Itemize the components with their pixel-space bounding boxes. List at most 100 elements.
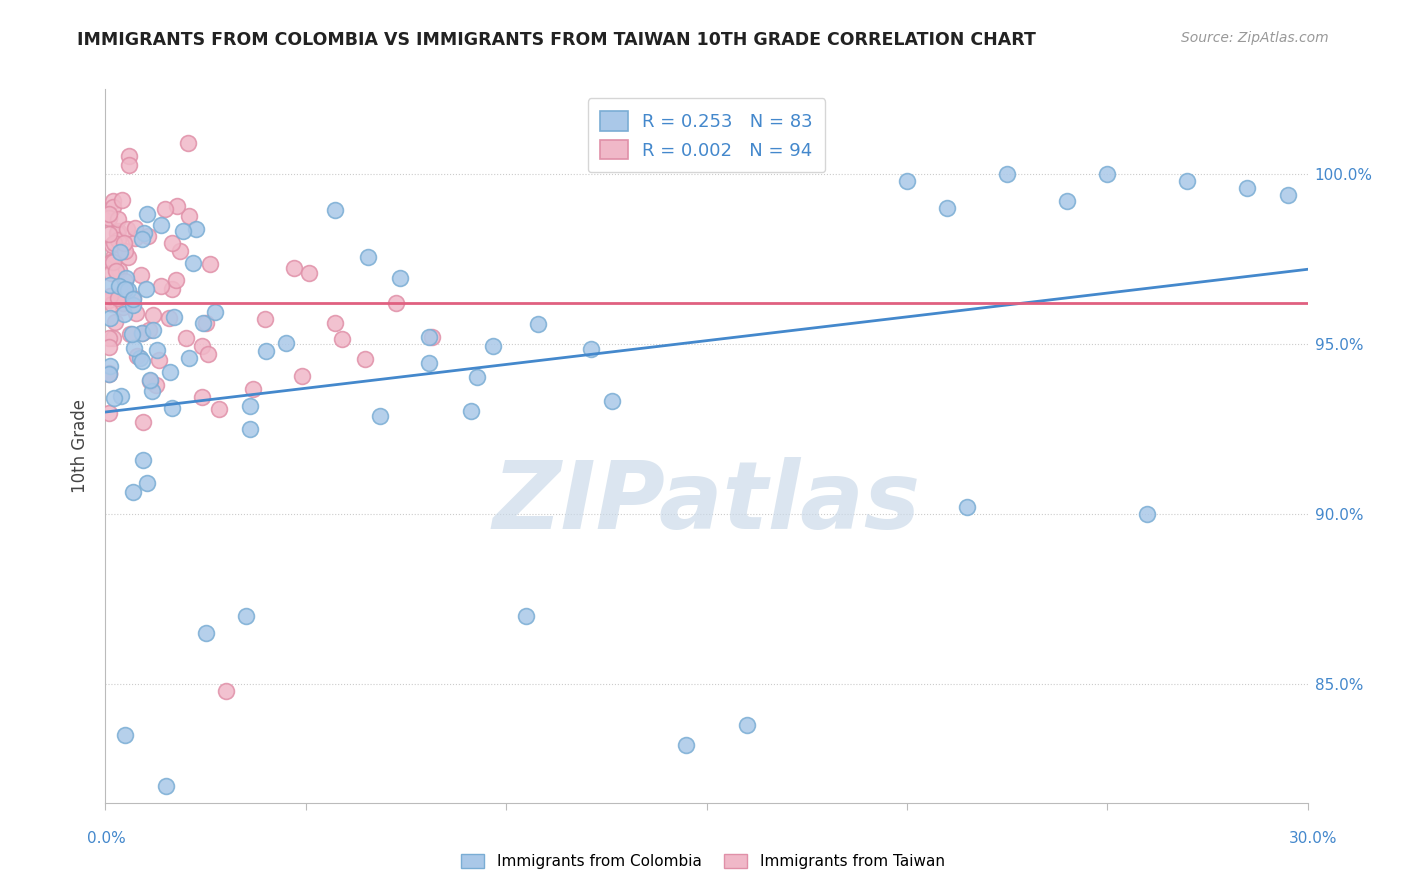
Point — [112, 301, 135, 315]
Point — [101, 331, 124, 345]
Point — [139, 373, 162, 387]
Point — [157, 311, 180, 326]
Point — [110, 389, 132, 403]
Point — [995, 167, 1018, 181]
Point — [193, 316, 215, 330]
Point — [118, 149, 141, 163]
Point — [460, 404, 482, 418]
Point — [254, 344, 277, 359]
Point — [112, 235, 135, 250]
Point — [527, 318, 550, 332]
Point — [112, 285, 135, 299]
Point — [1277, 187, 1299, 202]
Point — [142, 309, 165, 323]
Point — [121, 327, 143, 342]
Point — [174, 331, 197, 345]
Point — [298, 266, 321, 280]
Point — [197, 346, 219, 360]
Point — [579, 343, 602, 357]
Point — [353, 352, 375, 367]
Point — [125, 306, 148, 320]
Point — [111, 296, 134, 310]
Point — [127, 349, 149, 363]
Point — [274, 335, 297, 350]
Point — [936, 201, 959, 215]
Point — [114, 244, 136, 258]
Point — [160, 282, 183, 296]
Point — [418, 330, 440, 344]
Point — [183, 256, 205, 270]
Point — [142, 323, 165, 337]
Point — [101, 200, 124, 214]
Point — [190, 339, 212, 353]
Point — [110, 193, 132, 207]
Point — [198, 257, 221, 271]
Point — [124, 220, 146, 235]
Point — [323, 203, 346, 218]
Point — [136, 207, 159, 221]
Point — [1236, 180, 1258, 194]
Point — [291, 369, 314, 384]
Point — [330, 332, 353, 346]
Point — [145, 343, 167, 357]
Point — [1097, 167, 1119, 181]
Point — [98, 366, 121, 380]
Point — [100, 266, 122, 280]
Point — [139, 374, 162, 388]
Text: 0.0%: 0.0% — [87, 831, 127, 846]
Point — [122, 293, 145, 307]
Point — [98, 289, 121, 303]
Point — [122, 291, 145, 305]
Point — [103, 235, 125, 250]
Point — [370, 409, 392, 423]
Point — [136, 475, 159, 490]
Point — [131, 353, 153, 368]
Point — [675, 738, 697, 752]
Point — [118, 326, 141, 341]
Point — [160, 236, 183, 251]
Point — [131, 326, 153, 340]
Point — [112, 307, 135, 321]
Point — [600, 393, 623, 408]
Point — [107, 291, 129, 305]
Point — [896, 174, 918, 188]
Point — [169, 244, 191, 258]
Point — [103, 255, 125, 269]
Point — [159, 365, 181, 379]
Point — [114, 274, 136, 288]
Point — [172, 224, 194, 238]
Point — [124, 230, 146, 244]
Point — [98, 227, 121, 241]
Point — [107, 233, 129, 247]
Text: Source: ZipAtlas.com: Source: ZipAtlas.com — [1181, 31, 1329, 45]
Point — [141, 384, 163, 398]
Point — [107, 262, 129, 277]
Point — [418, 356, 440, 370]
Point — [166, 198, 188, 212]
Point — [385, 296, 408, 310]
Point — [145, 377, 167, 392]
Point — [239, 400, 262, 414]
Point — [122, 484, 145, 499]
Point — [149, 218, 172, 232]
Point — [110, 287, 132, 301]
Point — [179, 209, 201, 223]
Point — [136, 229, 159, 244]
Text: IMMIGRANTS FROM COLOMBIA VS IMMIGRANTS FROM TAIWAN 10TH GRADE CORRELATION CHART: IMMIGRANTS FROM COLOMBIA VS IMMIGRANTS F… — [77, 31, 1036, 49]
Point — [100, 255, 122, 269]
Point — [131, 232, 153, 246]
Point — [118, 158, 141, 172]
Point — [388, 270, 411, 285]
Point — [115, 222, 138, 236]
Point — [105, 264, 128, 278]
Point — [114, 728, 136, 742]
Point — [214, 683, 236, 698]
Point — [204, 304, 226, 318]
Point — [956, 500, 979, 515]
Point — [207, 401, 229, 416]
Point — [323, 316, 346, 330]
Point — [132, 452, 155, 467]
Point — [160, 401, 183, 415]
Point — [132, 416, 155, 430]
Point — [98, 331, 121, 345]
